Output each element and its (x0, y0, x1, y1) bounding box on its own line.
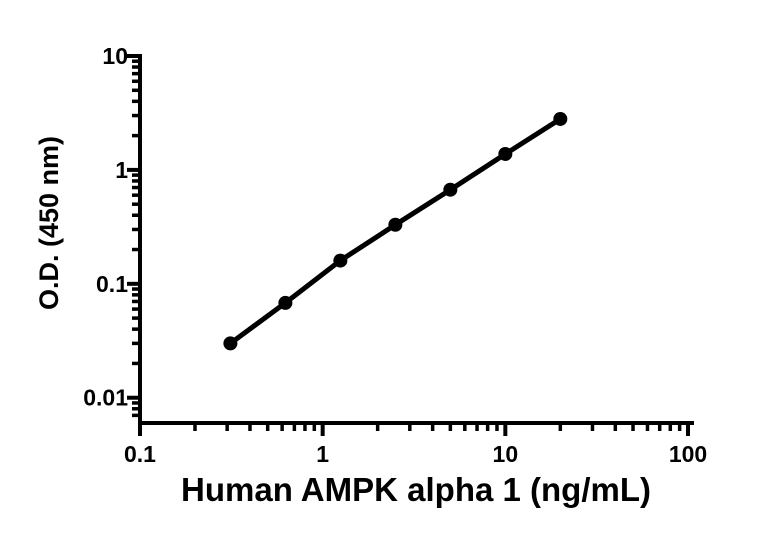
data-point (553, 111, 568, 126)
y-tick-label: 10 (102, 43, 128, 69)
x-tick-label: 100 (669, 441, 707, 467)
data-point (388, 217, 403, 232)
data-point (333, 253, 348, 268)
data-point (223, 336, 238, 351)
standard-curve-series (223, 111, 568, 351)
y-axis-title: O.D. (450 nm) (34, 136, 64, 310)
x-tick-label: 0.1 (124, 441, 156, 467)
x-tick-label: 1 (316, 441, 329, 467)
data-point (278, 295, 293, 310)
data-series-layer (223, 111, 568, 351)
y-tick-label: 0.1 (96, 271, 128, 297)
x-axis-title: Human AMPK alpha 1 (ng/mL) (181, 471, 651, 508)
tick-label-layer: 0.1 1 10 100 10 1 0.1 0.01 (83, 43, 707, 467)
data-point (498, 146, 513, 161)
y-tick-label: 0.01 (83, 385, 128, 411)
x-tick-label: 10 (493, 441, 519, 467)
y-tick-label: 1 (115, 157, 128, 183)
axes-layer (127, 54, 694, 436)
data-point (443, 182, 458, 197)
